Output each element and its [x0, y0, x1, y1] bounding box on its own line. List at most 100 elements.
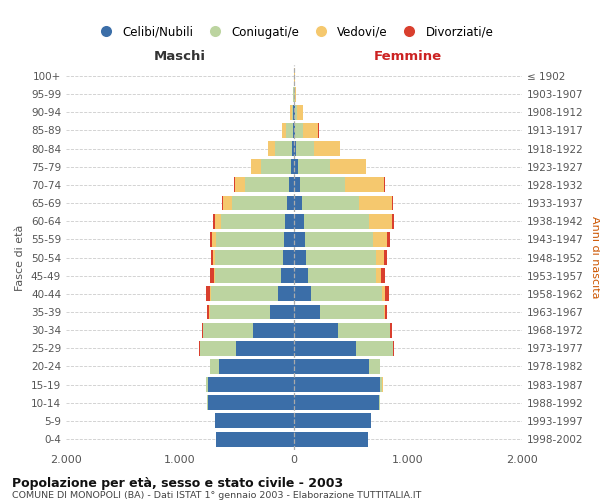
Bar: [203, 322, 253, 338]
Bar: [383, 304, 385, 320]
Bar: [338, 322, 390, 338]
Bar: [373, 232, 387, 247]
Bar: [236, 341, 294, 355]
Text: Femmine: Femmine: [374, 50, 442, 63]
Bar: [305, 232, 373, 247]
Bar: [292, 105, 293, 120]
Bar: [215, 414, 294, 428]
Bar: [387, 232, 390, 247]
Bar: [292, 141, 294, 156]
Bar: [294, 268, 308, 283]
Bar: [368, 214, 392, 228]
Bar: [219, 359, 294, 374]
Bar: [392, 196, 393, 210]
Bar: [297, 105, 303, 120]
Bar: [216, 432, 294, 446]
Bar: [206, 377, 208, 392]
Bar: [235, 178, 245, 192]
Bar: [253, 322, 294, 338]
Bar: [284, 232, 294, 247]
Bar: [286, 123, 293, 138]
Legend: Celibi/Nubili, Coniugati/e, Vedovi/e, Divorziati/e: Celibi/Nubili, Coniugati/e, Vedovi/e, Di…: [90, 21, 498, 44]
Bar: [213, 250, 215, 265]
Bar: [211, 250, 213, 265]
Bar: [383, 250, 387, 265]
Bar: [294, 196, 302, 210]
Bar: [268, 141, 275, 156]
Bar: [302, 196, 359, 210]
Bar: [210, 359, 219, 374]
Text: Maschi: Maschi: [154, 50, 206, 63]
Bar: [211, 286, 278, 302]
Bar: [294, 141, 296, 156]
Bar: [290, 105, 292, 120]
Bar: [206, 286, 210, 302]
Bar: [294, 250, 307, 265]
Bar: [382, 286, 385, 302]
Bar: [216, 232, 284, 247]
Bar: [293, 123, 294, 138]
Bar: [294, 322, 338, 338]
Bar: [294, 160, 298, 174]
Bar: [385, 286, 389, 302]
Bar: [304, 214, 368, 228]
Bar: [294, 286, 311, 302]
Bar: [290, 160, 294, 174]
Bar: [392, 214, 394, 228]
Bar: [207, 304, 209, 320]
Bar: [376, 268, 380, 283]
Bar: [232, 196, 287, 210]
Bar: [221, 214, 285, 228]
Bar: [308, 268, 376, 283]
Bar: [287, 196, 294, 210]
Bar: [283, 250, 294, 265]
Bar: [281, 268, 294, 283]
Bar: [209, 232, 212, 247]
Bar: [211, 268, 214, 283]
Bar: [295, 105, 297, 120]
Bar: [356, 341, 393, 355]
Bar: [261, 160, 290, 174]
Bar: [210, 286, 211, 302]
Bar: [296, 141, 314, 156]
Bar: [385, 304, 388, 320]
Bar: [320, 304, 383, 320]
Text: COMUNE DI MONOPOLI (BA) - Dati ISTAT 1° gennaio 2003 - Elaborazione TUTTITALIA.I: COMUNE DI MONOPOLI (BA) - Dati ISTAT 1° …: [12, 491, 421, 500]
Bar: [215, 250, 283, 265]
Bar: [278, 286, 294, 302]
Bar: [311, 286, 382, 302]
Bar: [202, 322, 203, 338]
Bar: [300, 178, 346, 192]
Y-axis label: Anni di nascita: Anni di nascita: [590, 216, 600, 298]
Bar: [214, 268, 215, 283]
Bar: [294, 105, 295, 120]
Bar: [294, 396, 379, 410]
Bar: [390, 322, 392, 338]
Bar: [294, 178, 300, 192]
Bar: [380, 268, 385, 283]
Bar: [294, 377, 380, 392]
Bar: [380, 377, 382, 392]
Bar: [370, 359, 380, 374]
Bar: [270, 304, 294, 320]
Bar: [215, 268, 281, 283]
Bar: [314, 141, 340, 156]
Bar: [295, 123, 304, 138]
Bar: [359, 196, 392, 210]
Bar: [376, 250, 383, 265]
Bar: [212, 232, 216, 247]
Bar: [294, 432, 368, 446]
Bar: [200, 341, 236, 355]
Bar: [294, 359, 370, 374]
Y-axis label: Fasce di età: Fasce di età: [16, 224, 25, 290]
Text: Popolazione per età, sesso e stato civile - 2003: Popolazione per età, sesso e stato civil…: [12, 478, 343, 490]
Bar: [294, 304, 320, 320]
Bar: [251, 160, 261, 174]
Bar: [295, 86, 296, 102]
Bar: [289, 178, 294, 192]
Bar: [346, 178, 384, 192]
Bar: [213, 214, 215, 228]
Bar: [294, 414, 371, 428]
Bar: [208, 377, 294, 392]
Bar: [245, 178, 289, 192]
